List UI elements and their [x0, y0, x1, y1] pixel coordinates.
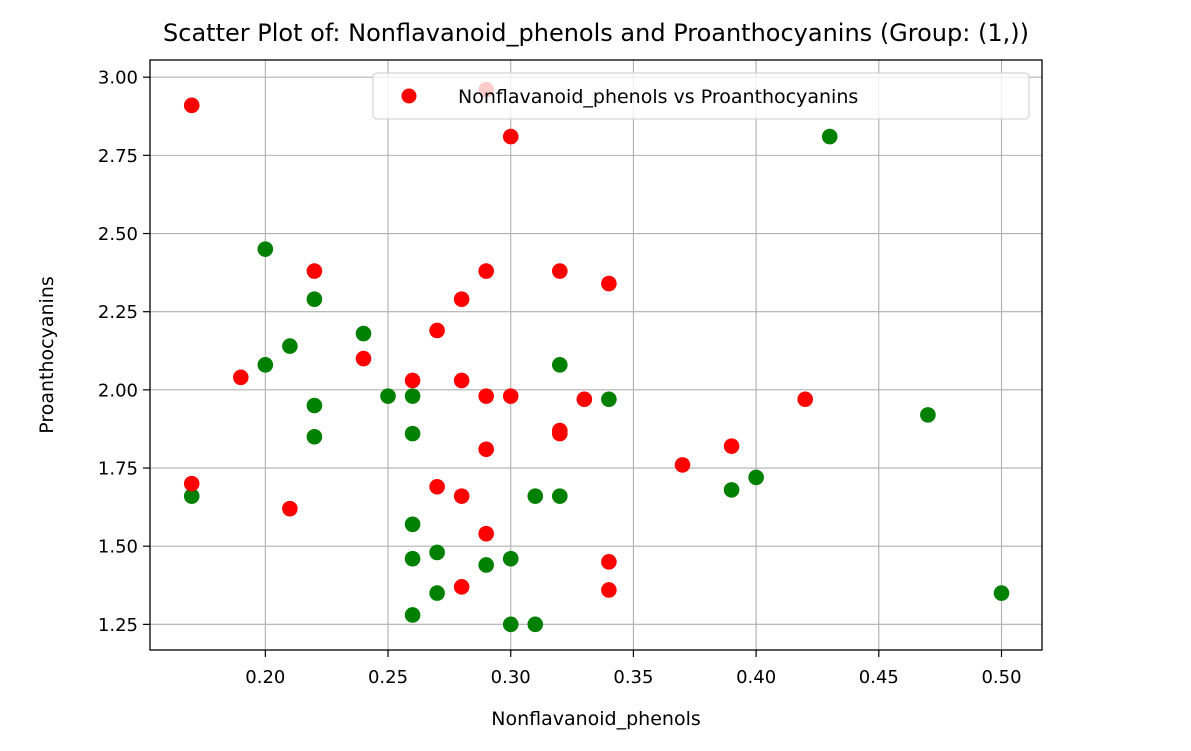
- red-data-point: [797, 391, 813, 408]
- x-tick-label: 0.25: [368, 667, 408, 688]
- red-data-point: [576, 391, 593, 408]
- green-data-point: [306, 397, 323, 414]
- red-data-point: [478, 263, 494, 279]
- red-data-point: [453, 291, 470, 307]
- red-data-point: [232, 369, 249, 386]
- red-data-point: [429, 478, 445, 495]
- chart-title: Scatter Plot of: Nonflavanoid_phenols an…: [163, 19, 1029, 47]
- green-data-point: [478, 557, 494, 573]
- y-tick-label: 2.75: [98, 146, 138, 167]
- x-tick-label: 0.30: [491, 667, 531, 688]
- green-data-point: [183, 488, 200, 504]
- green-data-point: [404, 388, 421, 404]
- green-data-point: [723, 482, 740, 498]
- green-data-point: [527, 616, 544, 633]
- plot-area-frame: [149, 59, 1043, 651]
- green-data-point: [306, 428, 323, 445]
- green-data-point: [552, 357, 568, 373]
- legend-label: Nonflavanoid_phenols vs Proanthocyanins: [458, 86, 858, 108]
- data-points: [183, 81, 1010, 633]
- green-data-point: [429, 585, 445, 601]
- green-data-point: [257, 241, 274, 257]
- red-data-point: [552, 425, 568, 442]
- green-data-point: [404, 550, 421, 567]
- y-tick-label: 1.50: [98, 537, 138, 558]
- red-data-point: [453, 488, 470, 504]
- axis-ticks: 0.20 0.25 0.30 0.35 0.40 0.45 0.50 1.25 1.50 1.75…: [98, 68, 1022, 688]
- green-data-point: [306, 291, 323, 307]
- red-data-point: [183, 475, 200, 492]
- green-data-point: [282, 338, 298, 354]
- green-data-point: [527, 488, 544, 504]
- green-data-point: [920, 407, 936, 423]
- red-data-point: [478, 388, 494, 404]
- x-tick-label: 0.20: [245, 667, 285, 688]
- red-data-point: [478, 525, 494, 542]
- green-data-point: [601, 391, 617, 408]
- y-tick-label: 2.00: [98, 380, 138, 401]
- red-data-point: [723, 438, 740, 454]
- green-data-point: [404, 516, 421, 533]
- y-tick-label: 3.00: [98, 68, 138, 89]
- x-tick-label: 0.50: [981, 667, 1021, 688]
- red-data-point: [404, 372, 421, 389]
- legend-marker-red: [401, 88, 417, 104]
- y-tick-label: 2.25: [98, 302, 138, 323]
- y-tick-label: 1.25: [98, 615, 138, 636]
- green-data-point: [404, 607, 421, 623]
- y-tick-label: 2.50: [98, 224, 138, 245]
- red-data-point: [183, 97, 200, 114]
- green-data-point: [502, 616, 519, 633]
- x-tick-label: 0.45: [859, 667, 899, 688]
- red-data-point: [282, 500, 298, 517]
- green-data-point: [993, 585, 1010, 601]
- green-data-point: [257, 357, 274, 373]
- green-data-point: [404, 425, 421, 442]
- green-data-point: [429, 544, 445, 561]
- legend-box: [372, 72, 1030, 120]
- red-data-point: [453, 372, 470, 389]
- green-data-point: [355, 325, 372, 342]
- red-data-point: [453, 579, 470, 595]
- red-data-point: [478, 441, 494, 458]
- red-data-point: [601, 275, 617, 292]
- red-data-point: [601, 582, 617, 598]
- y-axis-label: Proanthocyanins: [36, 276, 58, 434]
- y-tick-label: 1.75: [98, 459, 138, 480]
- red-data-point: [306, 263, 323, 279]
- red-data-point: [674, 457, 691, 473]
- green-data-point: [748, 469, 764, 486]
- legend: Nonflavanoid_phenols vs Proanthocyanins: [372, 72, 1030, 120]
- green-data-point: [552, 488, 568, 504]
- red-data-point: [502, 388, 519, 404]
- red-data-point: [502, 128, 519, 145]
- red-data-point: [552, 263, 568, 279]
- green-data-point: [821, 128, 838, 145]
- red-data-point: [355, 350, 372, 367]
- x-axis-label: Nonflavanoid_phenols: [491, 708, 701, 730]
- red-data-point: [429, 322, 445, 339]
- x-tick-label: 0.40: [736, 667, 776, 688]
- x-tick-label: 0.35: [613, 667, 653, 688]
- green-data-point: [502, 550, 519, 567]
- red-data-point: [601, 554, 617, 570]
- green-data-point: [380, 388, 396, 404]
